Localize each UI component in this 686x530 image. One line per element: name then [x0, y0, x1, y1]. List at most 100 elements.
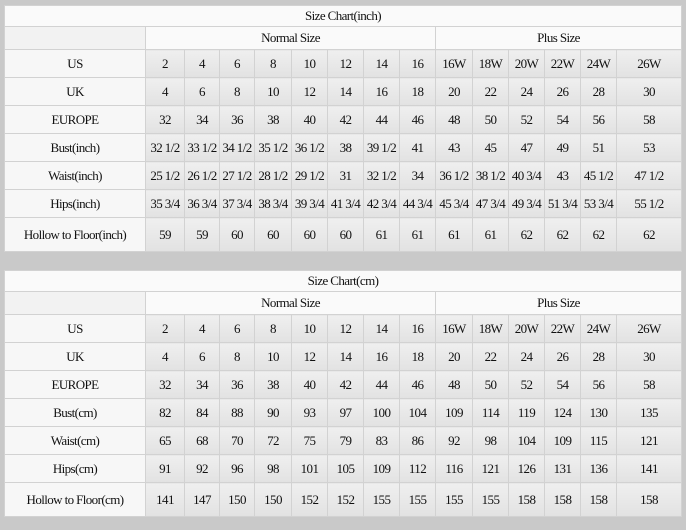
- size-value-cell: 55 1/2: [616, 189, 682, 218]
- size-value-cell: 6: [219, 314, 255, 343]
- size-value-cell: 59: [145, 217, 185, 252]
- size-value-cell: 10: [254, 342, 292, 371]
- plus-size-header: Plus Size: [435, 26, 682, 50]
- size-value-cell: 93: [291, 398, 328, 427]
- size-value-cell: 16: [363, 342, 400, 371]
- size-value-cell: 41: [399, 133, 436, 162]
- table-row: US 2 4 6 8 10 12 14 16 16W 18W 20W 22W 24W 26W: [4, 49, 682, 78]
- size-value-cell: 34: [399, 161, 436, 190]
- size-value-cell: 14: [327, 342, 364, 371]
- size-value-cell: 38: [327, 133, 364, 162]
- size-value-cell: 130: [580, 398, 617, 427]
- table-row: UK 4 6 8 10 12 14 16 18 20 22 24 26 28 30: [4, 77, 682, 106]
- size-value-cell: 109: [363, 454, 400, 483]
- size-value-cell: 114: [472, 398, 509, 427]
- size-value-cell: 6: [184, 342, 220, 371]
- row-label: Hollow to Floor(inch): [4, 217, 146, 252]
- size-value-cell: 12: [291, 342, 328, 371]
- size-value-cell: 98: [472, 426, 509, 455]
- size-value-cell: 42: [327, 105, 364, 134]
- table-row: US 2 4 6 8 10 12 14 16 16W 18W 20W 22W 24W 26W: [4, 314, 682, 343]
- size-value-cell: 61: [472, 217, 509, 252]
- size-value-cell: 59: [184, 217, 220, 252]
- size-value-cell: 12: [327, 314, 364, 343]
- size-value-cell: 30: [616, 342, 682, 371]
- size-value-cell: 16: [363, 77, 400, 106]
- size-value-cell: 14: [363, 49, 400, 78]
- size-value-cell: 8: [219, 77, 255, 106]
- size-value-cell: 40 3/4: [508, 161, 545, 190]
- size-value-cell: 152: [327, 482, 364, 517]
- size-value-cell: 84: [184, 398, 220, 427]
- size-value-cell: 135: [616, 398, 682, 427]
- size-value-cell: 121: [472, 454, 509, 483]
- size-value-cell: 104: [508, 426, 545, 455]
- size-value-cell: 4: [145, 77, 185, 106]
- size-value-cell: 18W: [472, 314, 509, 343]
- row-label: Bust(inch): [4, 133, 146, 162]
- table-row: Hips(inch) 35 3/4 36 3/4 37 3/4 38 3/4 39 3/4…: [4, 189, 682, 218]
- size-value-cell: 50: [472, 105, 509, 134]
- size-value-cell: 22W: [544, 314, 581, 343]
- size-value-cell: 36: [219, 105, 255, 134]
- size-value-cell: 98: [254, 454, 292, 483]
- size-value-cell: 47: [508, 133, 545, 162]
- size-value-cell: 104: [399, 398, 436, 427]
- size-value-cell: 150: [219, 482, 255, 517]
- size-value-cell: 147: [184, 482, 220, 517]
- size-value-cell: 92: [435, 426, 473, 455]
- size-value-cell: 38 3/4: [254, 189, 292, 218]
- size-value-cell: 8: [219, 342, 255, 371]
- size-value-cell: 56: [580, 370, 617, 399]
- size-value-cell: 50: [472, 370, 509, 399]
- size-value-cell: 39 3/4: [291, 189, 328, 218]
- size-value-cell: 65: [145, 426, 185, 455]
- size-value-cell: 20W: [508, 314, 545, 343]
- size-value-cell: 16: [399, 314, 436, 343]
- size-value-cell: 56: [580, 105, 617, 134]
- size-value-cell: 32 1/2: [145, 133, 185, 162]
- size-value-cell: 61: [399, 217, 436, 252]
- size-value-cell: 39 1/2: [363, 133, 400, 162]
- size-value-cell: 8: [254, 314, 292, 343]
- size-value-cell: 20: [435, 342, 473, 371]
- size-value-cell: 62: [616, 217, 682, 252]
- size-value-cell: 24W: [580, 49, 617, 78]
- size-value-cell: 60: [254, 217, 292, 252]
- size-value-cell: 75: [291, 426, 328, 455]
- size-value-cell: 18: [399, 77, 436, 106]
- size-value-cell: 46: [399, 370, 436, 399]
- size-value-cell: 12: [327, 49, 364, 78]
- size-value-cell: 152: [291, 482, 328, 517]
- row-label: UK: [4, 342, 146, 371]
- size-value-cell: 45: [472, 133, 509, 162]
- size-value-cell: 14: [363, 314, 400, 343]
- size-value-cell: 61: [363, 217, 400, 252]
- size-value-cell: 86: [399, 426, 436, 455]
- size-value-cell: 20: [435, 77, 473, 106]
- size-value-cell: 22: [472, 77, 509, 106]
- size-value-cell: 26 1/2: [184, 161, 220, 190]
- size-value-cell: 38: [254, 105, 292, 134]
- size-value-cell: 42 3/4: [363, 189, 400, 218]
- size-value-cell: 22W: [544, 49, 581, 78]
- table-row: EUROPE 32 34 36 38 40 42 44 46 48 50 52 54 56 58: [4, 370, 682, 399]
- size-value-cell: 47 1/2: [616, 161, 682, 190]
- normal-size-header: Normal Size: [145, 291, 436, 315]
- size-value-cell: 24W: [580, 314, 617, 343]
- size-value-cell: 158: [508, 482, 545, 517]
- size-value-cell: 24: [508, 342, 545, 371]
- size-value-cell: 49: [544, 133, 581, 162]
- size-value-cell: 4: [184, 314, 220, 343]
- size-value-cell: 51: [580, 133, 617, 162]
- size-value-cell: 158: [616, 482, 682, 517]
- size-value-cell: 8: [254, 49, 292, 78]
- size-value-cell: 37 3/4: [219, 189, 255, 218]
- size-value-cell: 58: [616, 370, 682, 399]
- size-value-cell: 28 1/2: [254, 161, 292, 190]
- table-title: Size Chart(cm): [4, 270, 682, 292]
- size-value-cell: 109: [435, 398, 473, 427]
- table-row: Waist(cm) 65 68 70 72 75 79 83 86 92 98 104 109 115 12…: [4, 426, 682, 455]
- size-value-cell: 24: [508, 77, 545, 106]
- size-value-cell: 16W: [435, 49, 473, 78]
